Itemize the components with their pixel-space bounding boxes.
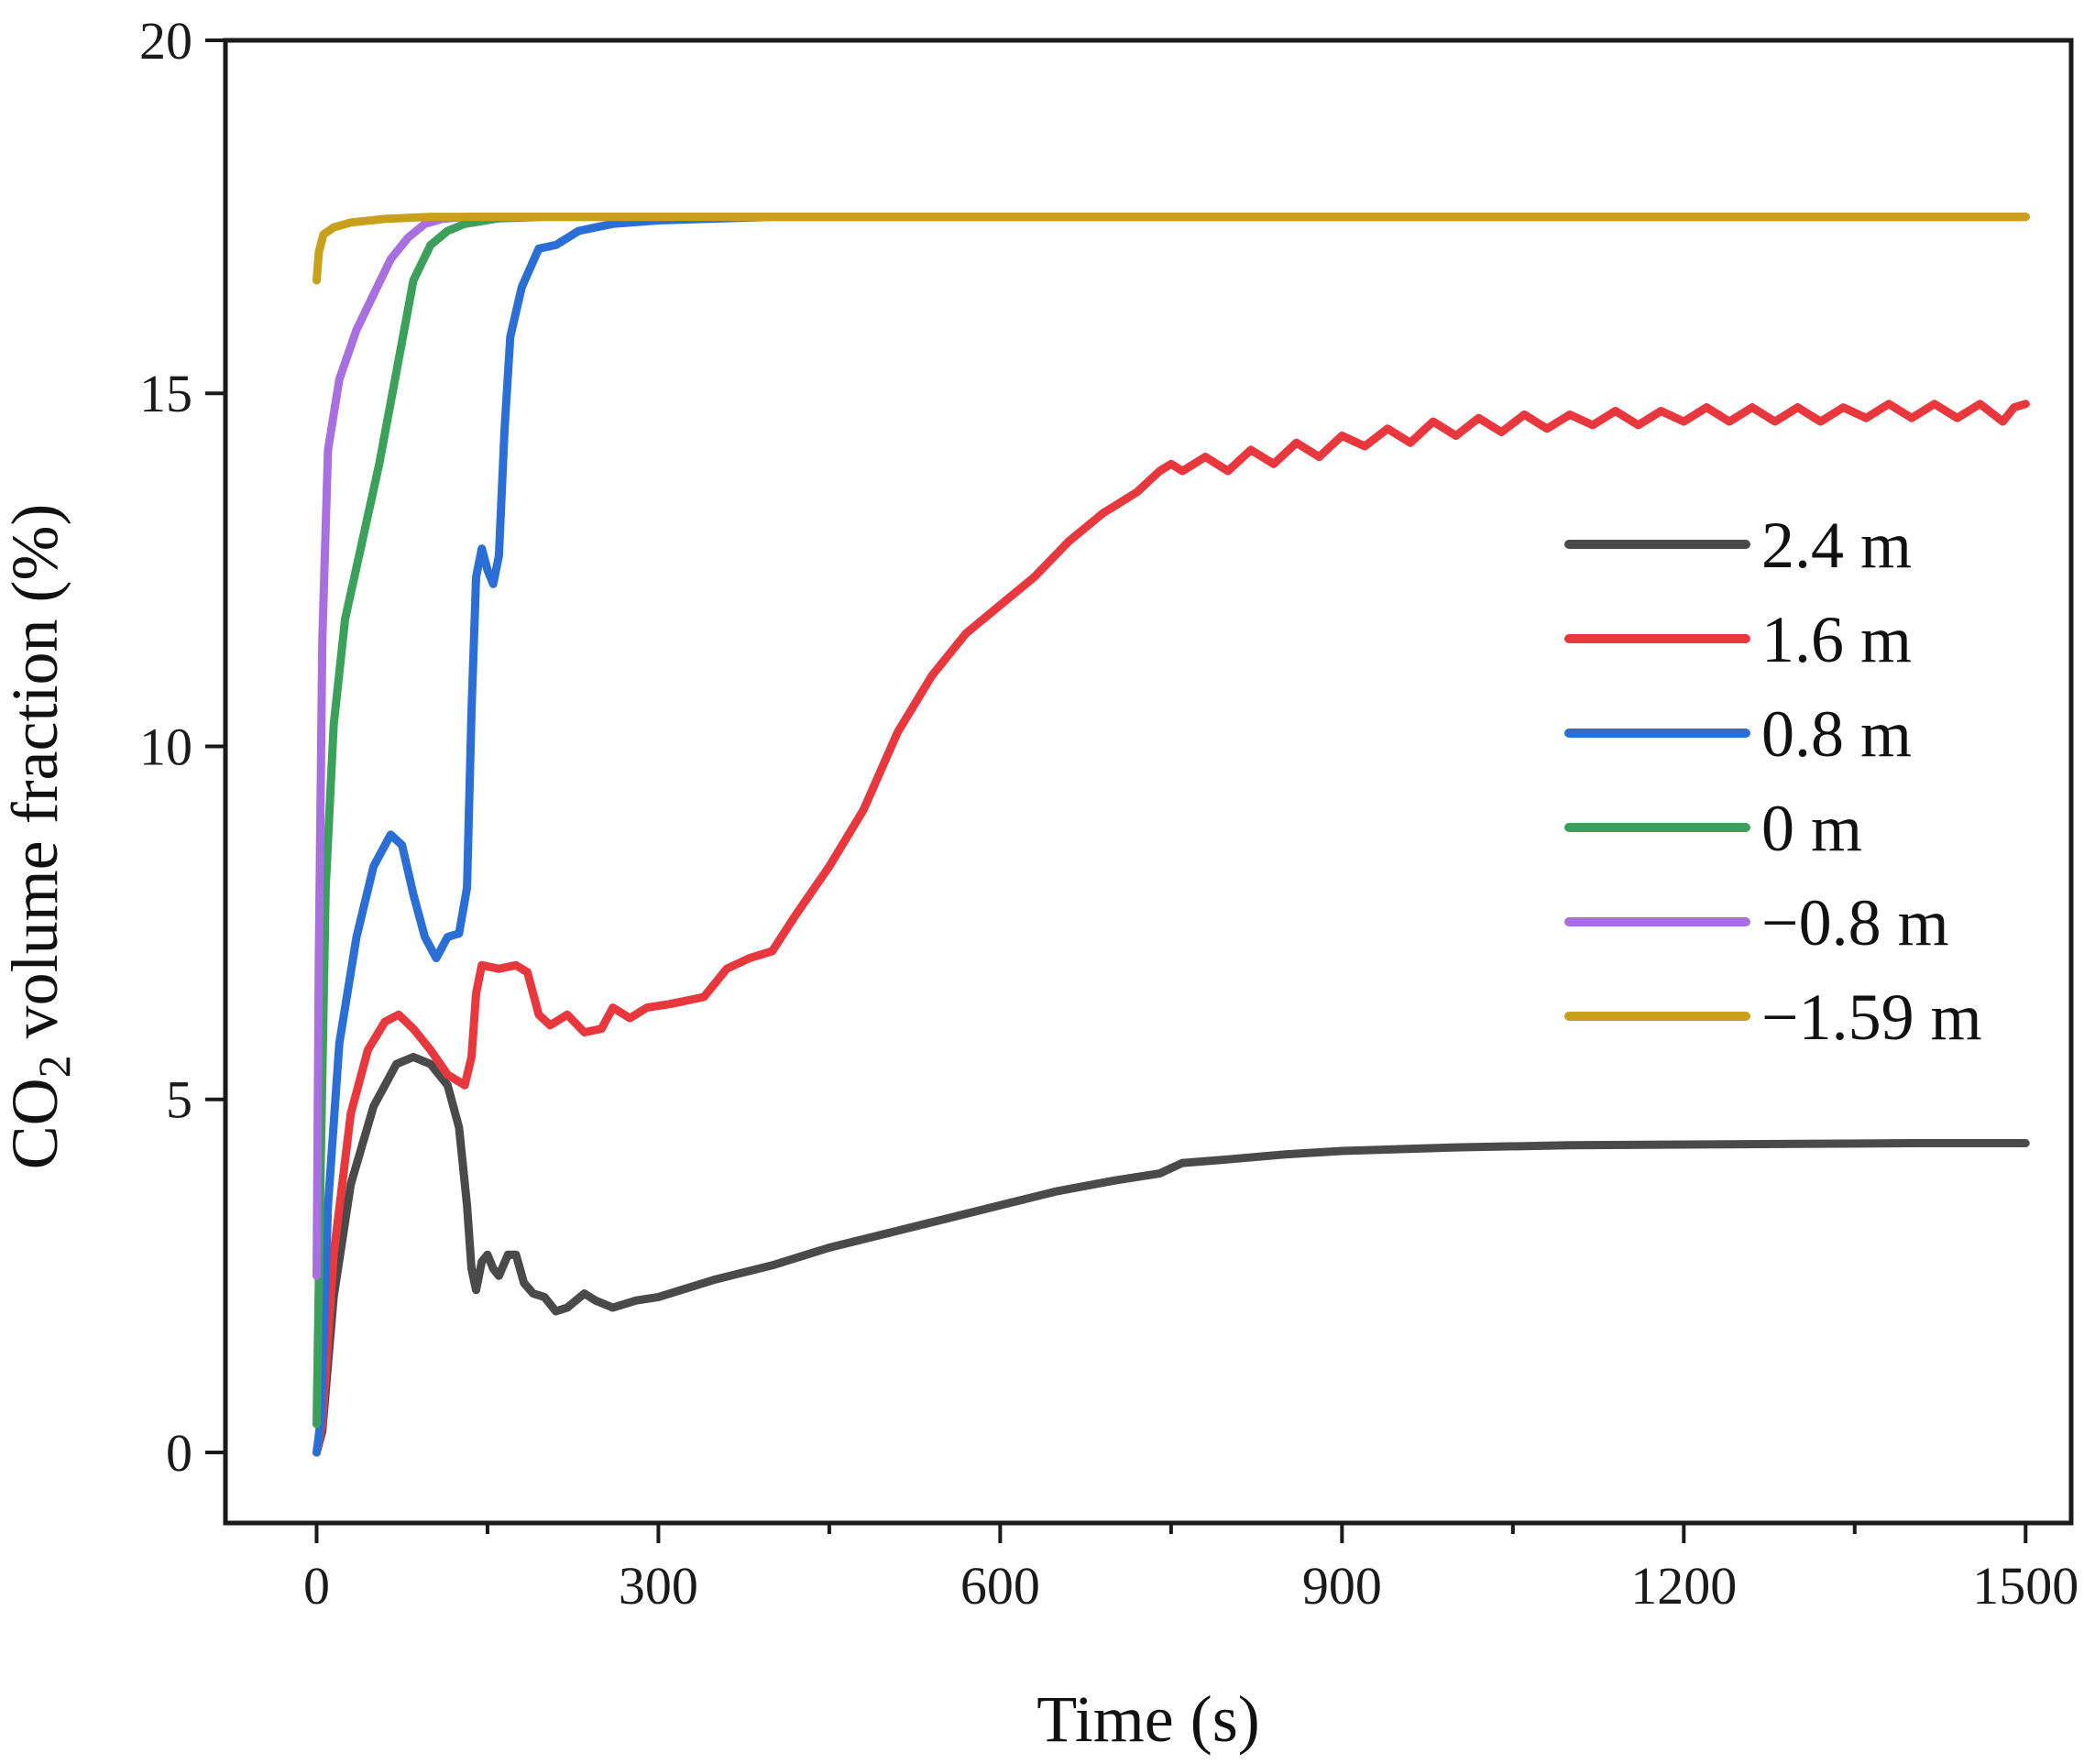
legend-label: 2.4 m bbox=[1761, 509, 1912, 582]
legend-label: 1.6 m bbox=[1761, 603, 1912, 676]
legend-label: 0.8 m bbox=[1761, 697, 1912, 771]
x-tick-label: 1500 bbox=[1972, 1556, 2079, 1616]
y-tick-label: 5 bbox=[166, 1070, 192, 1130]
legend-label: −1.59 m bbox=[1761, 981, 1982, 1054]
x-tick-label: 600 bbox=[960, 1556, 1040, 1616]
y-tick-label: 15 bbox=[139, 364, 192, 423]
x-tick-label: 300 bbox=[619, 1556, 698, 1616]
y-tick-label: 10 bbox=[139, 717, 192, 776]
tick-label-layer: 0 300 600 900 1200 1500 0 5 10 15 20 bbox=[139, 11, 2079, 1616]
y-axis-title-prefix: CO bbox=[0, 1078, 71, 1169]
y-tick-label: 0 bbox=[166, 1423, 192, 1483]
legend: 2.4 m 1.6 m 0.8 m 0 m −0.8 m −1.59 m bbox=[1564, 509, 1982, 1054]
x-axis-title: Time (s) bbox=[1037, 1682, 1259, 1756]
series-line-3 bbox=[313, 213, 2030, 1457]
legend-label: 0 m bbox=[1761, 792, 1862, 865]
x-tick-label: 900 bbox=[1302, 1556, 1382, 1616]
y-tick-label: 20 bbox=[139, 11, 192, 71]
series-line-6 bbox=[313, 213, 2030, 285]
x-tick-label: 1200 bbox=[1630, 1556, 1737, 1616]
series-layer bbox=[313, 213, 2030, 1457]
y-axis-title: CO2 volume fraction (%) bbox=[0, 504, 80, 1170]
series-line-2 bbox=[313, 400, 2030, 1457]
x-tick-label: 0 bbox=[303, 1556, 330, 1616]
y-axis-title-subscript: 2 bbox=[28, 1055, 80, 1078]
series-line-1 bbox=[313, 1053, 2030, 1457]
y-axis-title-suffix: volume fraction (%) bbox=[0, 504, 71, 1056]
legend-label: −0.8 m bbox=[1761, 886, 1949, 959]
tick-layer bbox=[205, 38, 2028, 1543]
plot-frame bbox=[223, 38, 2074, 1526]
